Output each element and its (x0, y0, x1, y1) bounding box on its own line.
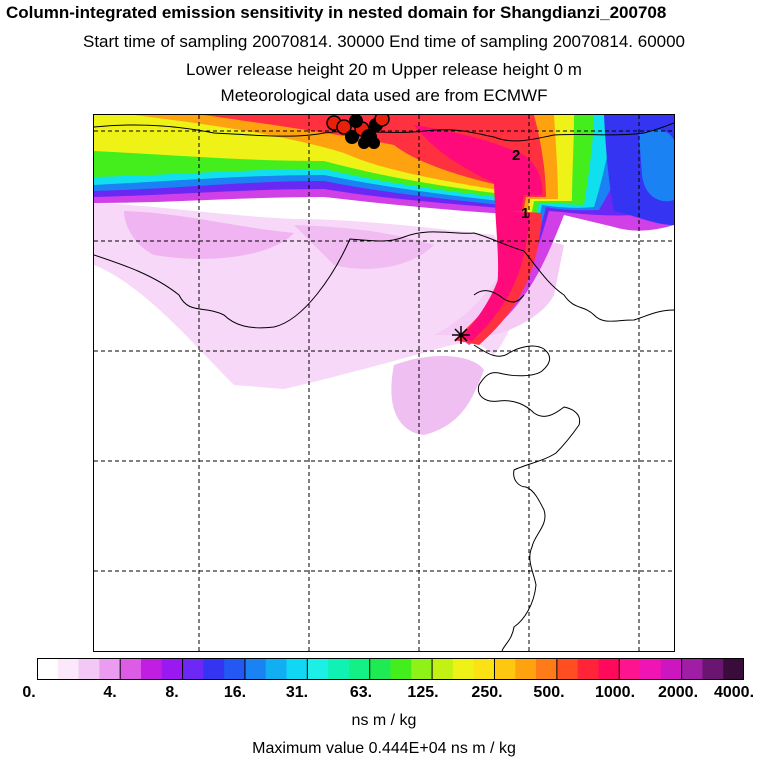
scale-swatch (286, 658, 308, 680)
scale-swatch (556, 658, 579, 680)
scale-swatch (619, 658, 641, 680)
scale-swatch (224, 658, 246, 680)
scale-tick-1000: 1000. (594, 684, 636, 701)
scale-swatch (120, 658, 142, 680)
map-title: Column-integrated emission sensitivity i… (6, 3, 667, 22)
scale-tick-125: 125. (407, 684, 439, 701)
scale-tick-31: 31. (285, 684, 309, 701)
scale-units: ns m / kg (351, 712, 417, 729)
scale-swatch (348, 658, 371, 680)
scale-swatch (140, 658, 163, 680)
scale-swatch (452, 658, 475, 680)
scale-tick-8: 8. (165, 684, 179, 701)
emission-sensitivity-map: 2 1 (93, 114, 675, 652)
scale-swatch (723, 658, 745, 680)
scale-swatch (660, 658, 683, 680)
scale-tick-63: 63. (349, 684, 373, 701)
sampling-times: Start time of sampling 20070814. 30000 E… (82, 32, 686, 51)
scale-swatch (411, 658, 433, 680)
scale-swatch (307, 658, 329, 680)
receptor-markers (326, 115, 390, 149)
scale-swatch (203, 658, 225, 680)
scale-swatch (78, 658, 100, 680)
scale-swatch (494, 658, 516, 680)
scale-swatch (182, 658, 204, 680)
scale-swatch (244, 658, 267, 680)
release-point-marker (452, 326, 470, 344)
scale-swatch (598, 658, 620, 680)
scale-tick-250: 250. (471, 684, 503, 701)
scale-swatch (473, 658, 495, 680)
map-gridlines (94, 115, 674, 651)
scale-swatch (577, 658, 599, 680)
scale-swatch (536, 658, 558, 680)
scale-border (37, 658, 744, 680)
scale-swatch (57, 658, 80, 680)
scale-tick-16: 16. (223, 684, 247, 701)
scale-tick-500: 500. (533, 684, 565, 701)
scale-swatch (369, 658, 391, 680)
color-scale-bar (36, 658, 745, 680)
scale-tick-2000: 2000. (657, 684, 699, 701)
scale-swatch (640, 658, 662, 680)
scale-swatch (702, 658, 724, 680)
scale-tick-4: 4. (103, 684, 117, 701)
meteo-source: Meteorological data used are from ECMWF (220, 86, 548, 105)
contour-label-2: 2 (512, 147, 521, 164)
maximum-value: Maximum value 0.444E+04 ns m / kg (252, 740, 516, 757)
scale-swatch (390, 658, 412, 680)
scale-swatch (681, 658, 703, 680)
scale-swatch (328, 658, 350, 680)
scale-swatch (265, 658, 288, 680)
scale-swatch (515, 658, 537, 680)
map-canvas (94, 115, 674, 651)
scale-tick-0: 0. (22, 684, 36, 701)
scale-swatch (99, 658, 121, 680)
scale-swatch (37, 658, 59, 680)
plume-arm (454, 211, 542, 345)
color-scale-swatches (36, 658, 745, 680)
release-heights: Lower release height 20 m Upper release … (186, 60, 582, 79)
scale-swatch (161, 658, 184, 680)
contour-label-1: 1 (521, 205, 530, 222)
scale-swatch (432, 658, 454, 680)
scale-tick-4000: 4000. (713, 684, 755, 701)
coastlines (94, 122, 674, 651)
